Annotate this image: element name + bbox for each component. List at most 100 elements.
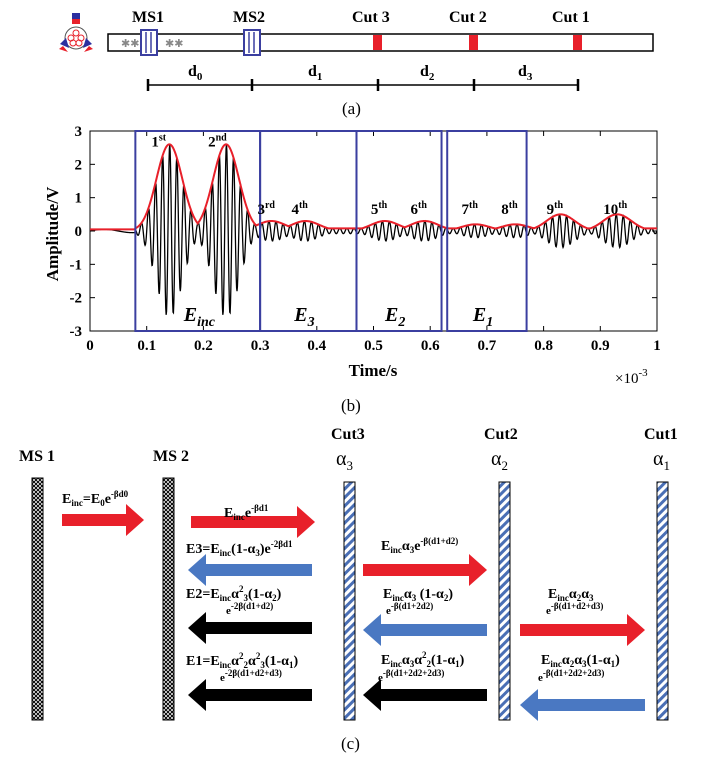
forward-arrow-d3 bbox=[520, 614, 645, 646]
ms1-title: MS 1 bbox=[19, 448, 55, 465]
d0-label: d0 bbox=[188, 63, 203, 83]
eq-einc: Einc=E0e-βd0 bbox=[62, 489, 129, 508]
y-tick-label: 2 bbox=[75, 157, 83, 173]
peak-label: 1st bbox=[151, 132, 166, 150]
eq-right-forward-exp: e-β(d1+d2+d3) bbox=[546, 601, 603, 617]
eq-e1-exp: e-2β(d1+d2+d3) bbox=[220, 668, 282, 684]
eq-right-back-exp: e-β(d1+2d2+2d3) bbox=[538, 668, 604, 684]
spring-icon: ✱✱ bbox=[121, 38, 139, 50]
ms1-bar bbox=[31, 477, 44, 721]
cut2-title: Cut2 bbox=[484, 426, 518, 443]
ms2-label: MS2 bbox=[233, 9, 265, 26]
peak-label: 3rd bbox=[257, 200, 275, 218]
peak-labels: 1st 2nd 3rd 4th 5th 6th 7th 8th 9th 10th bbox=[151, 132, 627, 218]
alpha2-label: α2 bbox=[491, 448, 508, 473]
window-label: Einc bbox=[183, 304, 216, 330]
caption-b: (b) bbox=[341, 396, 361, 415]
x-tick-label: 0.4 bbox=[307, 338, 326, 354]
y-tick-label: 0 bbox=[75, 224, 83, 240]
alpha1-label: α1 bbox=[653, 448, 670, 473]
d3-label: d3 bbox=[518, 63, 533, 83]
cut1-label: Cut 1 bbox=[552, 9, 590, 26]
cut2-mark bbox=[469, 35, 478, 50]
x-tick-label: 0.7 bbox=[478, 338, 497, 354]
eq-mid-forward: Eincα3e-β(d1+d2) bbox=[381, 536, 458, 555]
eq-e2-exp: e-2β(d1+d2) bbox=[226, 601, 273, 617]
wave-arrows bbox=[62, 504, 645, 721]
x-tick-label: 0.8 bbox=[534, 338, 553, 354]
eq-mid-back-exp: e-β(d1+2d2) bbox=[386, 601, 433, 617]
y-tick-label: 1 bbox=[75, 191, 83, 207]
cut2-bar bbox=[498, 481, 511, 721]
incident-arrow bbox=[62, 504, 144, 536]
peak-label: 4th bbox=[291, 200, 308, 218]
x-tick-label: 1 bbox=[653, 338, 661, 354]
x-tick-label: 0.3 bbox=[251, 338, 270, 354]
caption-c: (c) bbox=[341, 734, 360, 753]
transducer-icon bbox=[59, 13, 93, 52]
cut2-label: Cut 2 bbox=[449, 9, 487, 26]
peak-label: 8th bbox=[501, 200, 518, 218]
e3-reflect-arrow bbox=[188, 554, 312, 586]
signal-line bbox=[90, 144, 657, 315]
back-arrow-cut1 bbox=[520, 689, 645, 721]
window-label: E2 bbox=[384, 304, 405, 330]
peak-label: 9th bbox=[547, 200, 564, 218]
ms2-sensor bbox=[243, 29, 261, 56]
window-box bbox=[446, 130, 528, 332]
d1-label: d1 bbox=[308, 63, 322, 83]
x-tick-label: 0.6 bbox=[421, 338, 440, 354]
x-tick-label: 0.1 bbox=[137, 338, 156, 354]
cut3-bar bbox=[343, 481, 356, 721]
eq-mid-e1-exp: e-β(d1+2d2+2d3) bbox=[378, 668, 444, 684]
cut1-mark bbox=[573, 35, 582, 50]
caption-a: (a) bbox=[342, 99, 361, 118]
e1-reflect-arrow bbox=[188, 679, 312, 711]
e2-reflect-arrow bbox=[188, 612, 312, 644]
y-tick-label: -1 bbox=[70, 257, 83, 273]
y-tick-label: -3 bbox=[70, 324, 83, 340]
panel-b: 3 2 1 0 -1 -2 -3 0 0.1 0.2 0.3 0.4 0.5 0.6 0.7 0.8 0.9 1… bbox=[43, 124, 661, 415]
alpha3-label: α3 bbox=[336, 448, 353, 473]
x-axis-exponent: ×10-3 bbox=[615, 367, 648, 387]
panel-a: ✱✱ ✱✱ MS1 MS2 Cut 3 Cut 2 Cut 1 bbox=[59, 9, 654, 118]
window-label: E3 bbox=[293, 304, 314, 330]
x-tick-label: 0 bbox=[86, 338, 94, 354]
distance-ruler bbox=[146, 79, 580, 91]
forward-arrow-d2 bbox=[363, 554, 487, 586]
y-tick-label: -2 bbox=[70, 291, 83, 307]
eq-right-back: Eincα2α3(1-α1) bbox=[541, 653, 620, 669]
y-axis-ticks: 3 2 1 0 -1 -2 -3 bbox=[70, 124, 657, 340]
panel-c: MS 1 MS 2 Cut3 Cut2 Cut1 α3 α2 α1 Einc=E… bbox=[19, 426, 678, 753]
peak-label: 6th bbox=[411, 200, 428, 218]
eq-e2: E2=Eincα23(1-α2) bbox=[186, 584, 282, 603]
ms2-title: MS 2 bbox=[153, 448, 189, 465]
back-arrow-e1-mid bbox=[363, 679, 487, 711]
x-tick-label: 0.9 bbox=[591, 338, 610, 354]
window-label: E1 bbox=[472, 304, 493, 330]
x-axis-ticks: 0 0.1 0.2 0.3 0.4 0.5 0.6 0.7 0.8 0.9 1 bbox=[86, 131, 661, 354]
forward-arrow-d1 bbox=[191, 506, 315, 538]
cut1-title: Cut1 bbox=[644, 426, 678, 443]
eq-e3: E3=Einc(1-α3)e-2βd1 bbox=[186, 539, 293, 558]
spring-icon: ✱✱ bbox=[165, 38, 183, 50]
d2-label: d2 bbox=[420, 63, 435, 83]
cut3-mark bbox=[373, 35, 382, 50]
x-tick-label: 0.2 bbox=[194, 338, 213, 354]
ms1-sensor bbox=[140, 29, 158, 56]
eq-e1: E1=Eincα22α23(1-α1) bbox=[186, 651, 298, 670]
cut3-title: Cut3 bbox=[331, 426, 365, 443]
y-axis-label: Amplitude/V bbox=[43, 186, 62, 281]
y-tick-label: 3 bbox=[75, 124, 83, 140]
time-windows: Einc E3 E2 E1 bbox=[134, 130, 528, 332]
ms1-label: MS1 bbox=[132, 9, 164, 26]
back-arrow-cut2 bbox=[363, 614, 487, 646]
ms2-bar bbox=[162, 477, 175, 721]
envelope-line bbox=[90, 143, 657, 231]
eq-mid-e1: Eincα3α22(1-α1) bbox=[381, 650, 465, 669]
x-tick-label: 0.5 bbox=[364, 338, 383, 354]
window-box bbox=[355, 130, 443, 332]
cut3-label: Cut 3 bbox=[352, 9, 390, 26]
x-axis-label: Time/s bbox=[349, 361, 398, 380]
